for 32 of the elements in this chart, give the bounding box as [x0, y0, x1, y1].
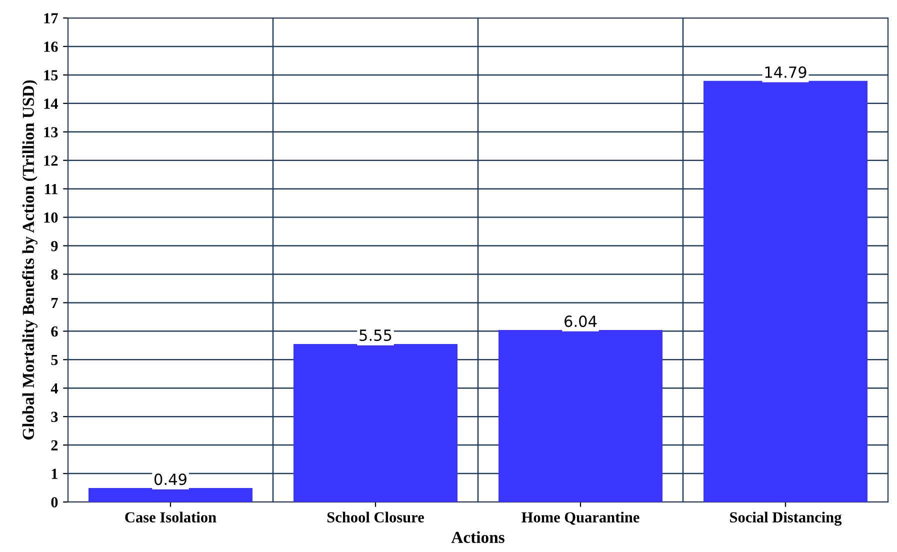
data-label: 6.04: [564, 316, 597, 328]
x-tick-label: School Closure: [327, 512, 424, 523]
y-tick-label: 0: [51, 497, 58, 508]
data-label: 5.55: [360, 330, 392, 342]
y-tick-label: 2: [51, 440, 58, 450]
bar: [294, 344, 458, 502]
y-tick-label: 9: [51, 240, 58, 252]
bar: [498, 330, 662, 502]
y-tick-label: 1: [52, 468, 58, 479]
y-tick-label: 15: [44, 70, 58, 80]
y-tick-label: 4: [50, 383, 58, 394]
y-tick-label: 16: [44, 42, 58, 52]
y-tick-label: 3: [51, 412, 58, 422]
y-tick-label: 13: [44, 127, 58, 138]
y-axis-title: Global Mortality Benefits by Action (Trillion USD): [22, 80, 38, 440]
y-tick-label: 12: [44, 156, 58, 166]
y-tick-label: 5: [51, 354, 58, 366]
y-tick-label: 17: [44, 13, 58, 24]
x-tick-label: Home Quarantine: [522, 512, 640, 525]
y-tick-label: 11: [45, 184, 58, 194]
y-tick-label: 8: [51, 269, 58, 280]
y-tick-label: 6: [51, 326, 58, 337]
bar: [88, 488, 252, 502]
data-label: 0.49: [154, 474, 186, 486]
x-tick-label: Case Isolation: [125, 512, 216, 522]
y-tick-label: 14: [44, 98, 58, 109]
y-tick-label: 7: [52, 298, 58, 308]
bar: [704, 80, 868, 502]
y-tick-label: 10: [44, 212, 58, 223]
x-tick-label: Social Distancing: [730, 512, 842, 526]
data-label: 14.79: [765, 66, 806, 78]
x-axis-title: Actions: [451, 531, 504, 543]
